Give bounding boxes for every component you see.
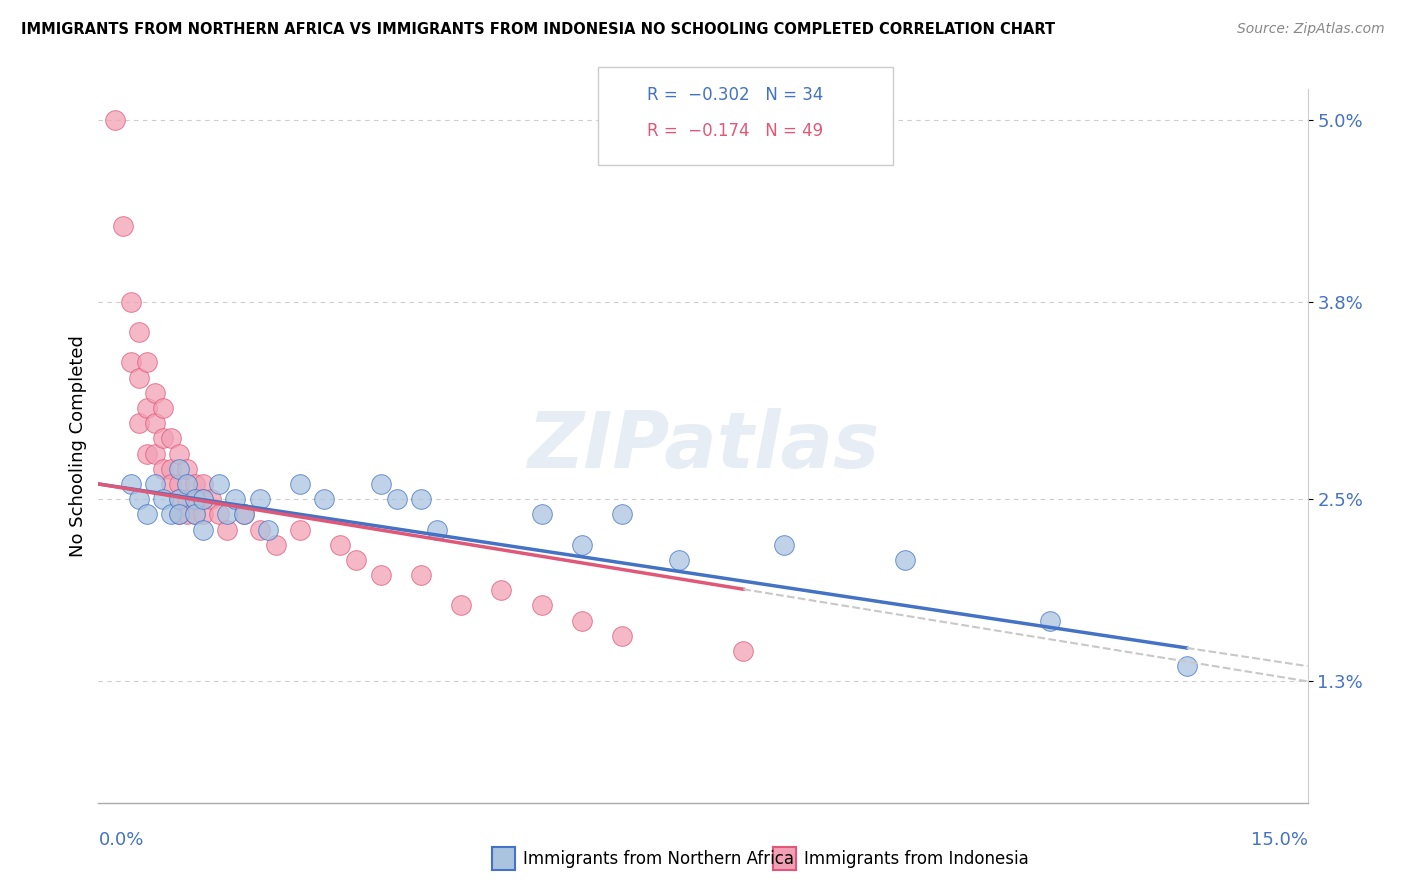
Point	[120, 477, 142, 491]
Point	[152, 431, 174, 445]
Point	[143, 477, 166, 491]
Point	[409, 492, 432, 507]
Point	[668, 553, 690, 567]
Point	[143, 385, 166, 400]
Point	[370, 477, 392, 491]
Point	[143, 447, 166, 461]
Point	[167, 492, 190, 507]
Point	[344, 553, 367, 567]
Point	[571, 614, 593, 628]
Point	[370, 568, 392, 582]
Point	[184, 508, 207, 522]
Point	[1175, 659, 1198, 673]
Point	[128, 370, 150, 384]
Text: 0.0%: 0.0%	[98, 831, 143, 849]
Point	[184, 492, 207, 507]
Point	[772, 538, 794, 552]
Point	[128, 492, 150, 507]
Point	[329, 538, 352, 552]
Point	[160, 508, 183, 522]
Point	[200, 492, 222, 507]
Point	[208, 508, 231, 522]
Point	[612, 629, 634, 643]
Point	[167, 447, 190, 461]
Text: R =  −0.302   N = 34: R = −0.302 N = 34	[647, 87, 823, 104]
Point	[160, 477, 183, 491]
Point	[167, 477, 190, 491]
Text: Immigrants from Northern Africa: Immigrants from Northern Africa	[523, 850, 794, 868]
Point	[167, 492, 190, 507]
Point	[135, 447, 157, 461]
Text: ZIPatlas: ZIPatlas	[527, 408, 879, 484]
Point	[249, 523, 271, 537]
Point	[135, 355, 157, 369]
Point	[530, 508, 553, 522]
Text: Immigrants from Indonesia: Immigrants from Indonesia	[804, 850, 1029, 868]
Point	[103, 112, 125, 127]
Point	[232, 508, 254, 522]
Point	[491, 583, 513, 598]
Point	[288, 477, 311, 491]
Point	[167, 508, 190, 522]
Point	[152, 401, 174, 415]
Point	[193, 508, 215, 522]
Text: 15.0%: 15.0%	[1250, 831, 1308, 849]
Point	[426, 523, 449, 537]
Point	[571, 538, 593, 552]
Point	[193, 477, 215, 491]
Point	[184, 492, 207, 507]
Point	[208, 477, 231, 491]
Point	[135, 508, 157, 522]
Point	[152, 462, 174, 476]
Y-axis label: No Schooling Completed: No Schooling Completed	[69, 335, 87, 557]
Point	[256, 523, 278, 537]
Point	[893, 553, 915, 567]
Point	[184, 508, 207, 522]
Point	[232, 508, 254, 522]
Point	[409, 568, 432, 582]
Point	[193, 492, 215, 507]
Point	[143, 416, 166, 430]
Point	[167, 462, 190, 476]
Point	[193, 523, 215, 537]
Point	[176, 462, 198, 476]
Point	[111, 219, 134, 233]
Point	[249, 492, 271, 507]
Point	[224, 492, 246, 507]
Text: Source: ZipAtlas.com: Source: ZipAtlas.com	[1237, 22, 1385, 37]
Text: R =  −0.174   N = 49: R = −0.174 N = 49	[647, 122, 823, 140]
Point	[217, 508, 239, 522]
Point	[128, 416, 150, 430]
Point	[1039, 614, 1062, 628]
Point	[264, 538, 287, 552]
Point	[217, 523, 239, 537]
Point	[152, 492, 174, 507]
Point	[176, 492, 198, 507]
Point	[120, 355, 142, 369]
Point	[135, 401, 157, 415]
Point	[128, 325, 150, 339]
Point	[167, 508, 190, 522]
Point	[530, 599, 553, 613]
Point	[450, 599, 472, 613]
Point	[193, 492, 215, 507]
Point	[160, 462, 183, 476]
Point	[612, 508, 634, 522]
Point	[733, 644, 755, 658]
Point	[120, 294, 142, 309]
Point	[176, 508, 198, 522]
Point	[184, 477, 207, 491]
Point	[385, 492, 408, 507]
Point	[288, 523, 311, 537]
Point	[160, 431, 183, 445]
Text: IMMIGRANTS FROM NORTHERN AFRICA VS IMMIGRANTS FROM INDONESIA NO SCHOOLING COMPLE: IMMIGRANTS FROM NORTHERN AFRICA VS IMMIG…	[21, 22, 1056, 37]
Point	[314, 492, 336, 507]
Point	[176, 477, 198, 491]
